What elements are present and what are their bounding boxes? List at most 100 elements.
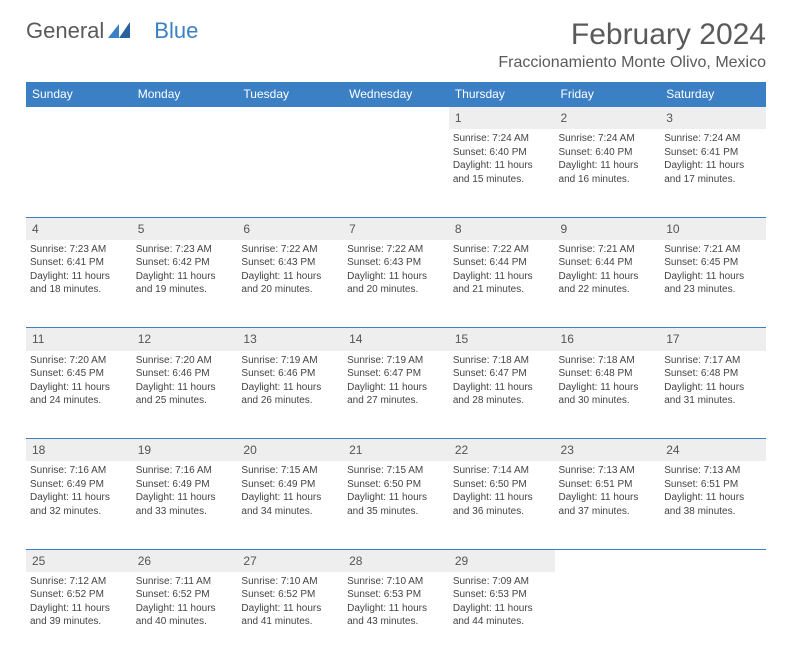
daylight-text: Daylight: 11 hours and 21 minutes.	[453, 270, 551, 297]
day-number-row: 11121314151617	[26, 328, 766, 351]
sunrise-text: Sunrise: 7:24 AM	[559, 132, 657, 146]
weekday-header: Sunday	[26, 82, 132, 107]
day-cell: Sunrise: 7:21 AMSunset: 6:44 PMDaylight:…	[555, 240, 661, 328]
day-number: 7	[343, 217, 449, 240]
empty-cell	[555, 572, 661, 660]
sunrise-text: Sunrise: 7:14 AM	[453, 464, 551, 478]
sunrise-text: Sunrise: 7:22 AM	[453, 243, 551, 257]
sunrise-text: Sunrise: 7:12 AM	[30, 575, 128, 589]
daylight-text: Daylight: 11 hours and 24 minutes.	[30, 381, 128, 408]
day-number: 20	[237, 439, 343, 462]
sunrise-text: Sunrise: 7:16 AM	[30, 464, 128, 478]
sunset-text: Sunset: 6:42 PM	[136, 256, 234, 270]
day-cell: Sunrise: 7:13 AMSunset: 6:51 PMDaylight:…	[555, 461, 661, 549]
day-cell: Sunrise: 7:22 AMSunset: 6:43 PMDaylight:…	[343, 240, 449, 328]
sunset-text: Sunset: 6:44 PM	[453, 256, 551, 270]
sunset-text: Sunset: 6:40 PM	[453, 146, 551, 160]
sunset-text: Sunset: 6:46 PM	[136, 367, 234, 381]
daylight-text: Daylight: 11 hours and 30 minutes.	[559, 381, 657, 408]
day-cell: Sunrise: 7:16 AMSunset: 6:49 PMDaylight:…	[132, 461, 238, 549]
day-cell: Sunrise: 7:20 AMSunset: 6:45 PMDaylight:…	[26, 351, 132, 439]
empty-cell	[132, 107, 238, 130]
sunrise-text: Sunrise: 7:10 AM	[347, 575, 445, 589]
daylight-text: Daylight: 11 hours and 27 minutes.	[347, 381, 445, 408]
day-cell: Sunrise: 7:24 AMSunset: 6:40 PMDaylight:…	[449, 129, 555, 217]
weekday-header: Thursday	[449, 82, 555, 107]
daylight-text: Daylight: 11 hours and 23 minutes.	[664, 270, 762, 297]
day-number: 1	[449, 107, 555, 130]
day-number: 17	[660, 328, 766, 351]
day-number: 25	[26, 549, 132, 572]
sunset-text: Sunset: 6:51 PM	[559, 478, 657, 492]
daylight-text: Daylight: 11 hours and 26 minutes.	[241, 381, 339, 408]
month-title: February 2024	[498, 18, 766, 52]
sunset-text: Sunset: 6:53 PM	[347, 588, 445, 602]
day-cell: Sunrise: 7:23 AMSunset: 6:41 PMDaylight:…	[26, 240, 132, 328]
day-number: 14	[343, 328, 449, 351]
sunrise-text: Sunrise: 7:15 AM	[241, 464, 339, 478]
daylight-text: Daylight: 11 hours and 17 minutes.	[664, 159, 762, 186]
sunset-text: Sunset: 6:48 PM	[664, 367, 762, 381]
daylight-text: Daylight: 11 hours and 16 minutes.	[559, 159, 657, 186]
day-cell: Sunrise: 7:22 AMSunset: 6:43 PMDaylight:…	[237, 240, 343, 328]
day-info-row: Sunrise: 7:24 AMSunset: 6:40 PMDaylight:…	[26, 129, 766, 217]
sunset-text: Sunset: 6:49 PM	[30, 478, 128, 492]
sunrise-text: Sunrise: 7:13 AM	[559, 464, 657, 478]
sunrise-text: Sunrise: 7:09 AM	[453, 575, 551, 589]
sunset-text: Sunset: 6:49 PM	[136, 478, 234, 492]
day-cell: Sunrise: 7:15 AMSunset: 6:49 PMDaylight:…	[237, 461, 343, 549]
day-cell: Sunrise: 7:20 AMSunset: 6:46 PMDaylight:…	[132, 351, 238, 439]
sunset-text: Sunset: 6:43 PM	[347, 256, 445, 270]
day-cell: Sunrise: 7:15 AMSunset: 6:50 PMDaylight:…	[343, 461, 449, 549]
day-cell: Sunrise: 7:14 AMSunset: 6:50 PMDaylight:…	[449, 461, 555, 549]
daylight-text: Daylight: 11 hours and 20 minutes.	[241, 270, 339, 297]
day-number: 13	[237, 328, 343, 351]
sunrise-text: Sunrise: 7:20 AM	[30, 354, 128, 368]
day-number: 22	[449, 439, 555, 462]
day-cell: Sunrise: 7:24 AMSunset: 6:40 PMDaylight:…	[555, 129, 661, 217]
sunrise-text: Sunrise: 7:15 AM	[347, 464, 445, 478]
sunset-text: Sunset: 6:41 PM	[30, 256, 128, 270]
logo-mark-icon	[108, 18, 130, 44]
page-header: General Blue February 2024 Fraccionamien…	[26, 18, 766, 72]
day-cell: Sunrise: 7:18 AMSunset: 6:47 PMDaylight:…	[449, 351, 555, 439]
day-number-row: 18192021222324	[26, 439, 766, 462]
weekday-header: Friday	[555, 82, 661, 107]
logo: General Blue	[26, 18, 198, 44]
sunset-text: Sunset: 6:47 PM	[347, 367, 445, 381]
day-number: 21	[343, 439, 449, 462]
day-number: 10	[660, 217, 766, 240]
sunset-text: Sunset: 6:43 PM	[241, 256, 339, 270]
day-cell: Sunrise: 7:10 AMSunset: 6:52 PMDaylight:…	[237, 572, 343, 660]
daylight-text: Daylight: 11 hours and 39 minutes.	[30, 602, 128, 629]
daylight-text: Daylight: 11 hours and 36 minutes.	[453, 491, 551, 518]
logo-text-general: General	[26, 18, 104, 44]
sunrise-text: Sunrise: 7:20 AM	[136, 354, 234, 368]
sunset-text: Sunset: 6:40 PM	[559, 146, 657, 160]
day-cell: Sunrise: 7:17 AMSunset: 6:48 PMDaylight:…	[660, 351, 766, 439]
sunrise-text: Sunrise: 7:19 AM	[241, 354, 339, 368]
day-cell: Sunrise: 7:24 AMSunset: 6:41 PMDaylight:…	[660, 129, 766, 217]
day-number: 29	[449, 549, 555, 572]
daylight-text: Daylight: 11 hours and 35 minutes.	[347, 491, 445, 518]
day-number: 5	[132, 217, 238, 240]
daylight-text: Daylight: 11 hours and 44 minutes.	[453, 602, 551, 629]
empty-cell	[26, 107, 132, 130]
day-number: 2	[555, 107, 661, 130]
day-number: 6	[237, 217, 343, 240]
sunrise-text: Sunrise: 7:23 AM	[136, 243, 234, 257]
day-number: 11	[26, 328, 132, 351]
day-cell: Sunrise: 7:09 AMSunset: 6:53 PMDaylight:…	[449, 572, 555, 660]
empty-cell	[660, 572, 766, 660]
calendar-table: SundayMondayTuesdayWednesdayThursdayFrid…	[26, 82, 766, 660]
sunset-text: Sunset: 6:45 PM	[30, 367, 128, 381]
daylight-text: Daylight: 11 hours and 25 minutes.	[136, 381, 234, 408]
sunrise-text: Sunrise: 7:10 AM	[241, 575, 339, 589]
day-number: 23	[555, 439, 661, 462]
day-cell: Sunrise: 7:22 AMSunset: 6:44 PMDaylight:…	[449, 240, 555, 328]
daylight-text: Daylight: 11 hours and 37 minutes.	[559, 491, 657, 518]
daylight-text: Daylight: 11 hours and 15 minutes.	[453, 159, 551, 186]
sunset-text: Sunset: 6:52 PM	[136, 588, 234, 602]
daylight-text: Daylight: 11 hours and 41 minutes.	[241, 602, 339, 629]
day-number: 9	[555, 217, 661, 240]
